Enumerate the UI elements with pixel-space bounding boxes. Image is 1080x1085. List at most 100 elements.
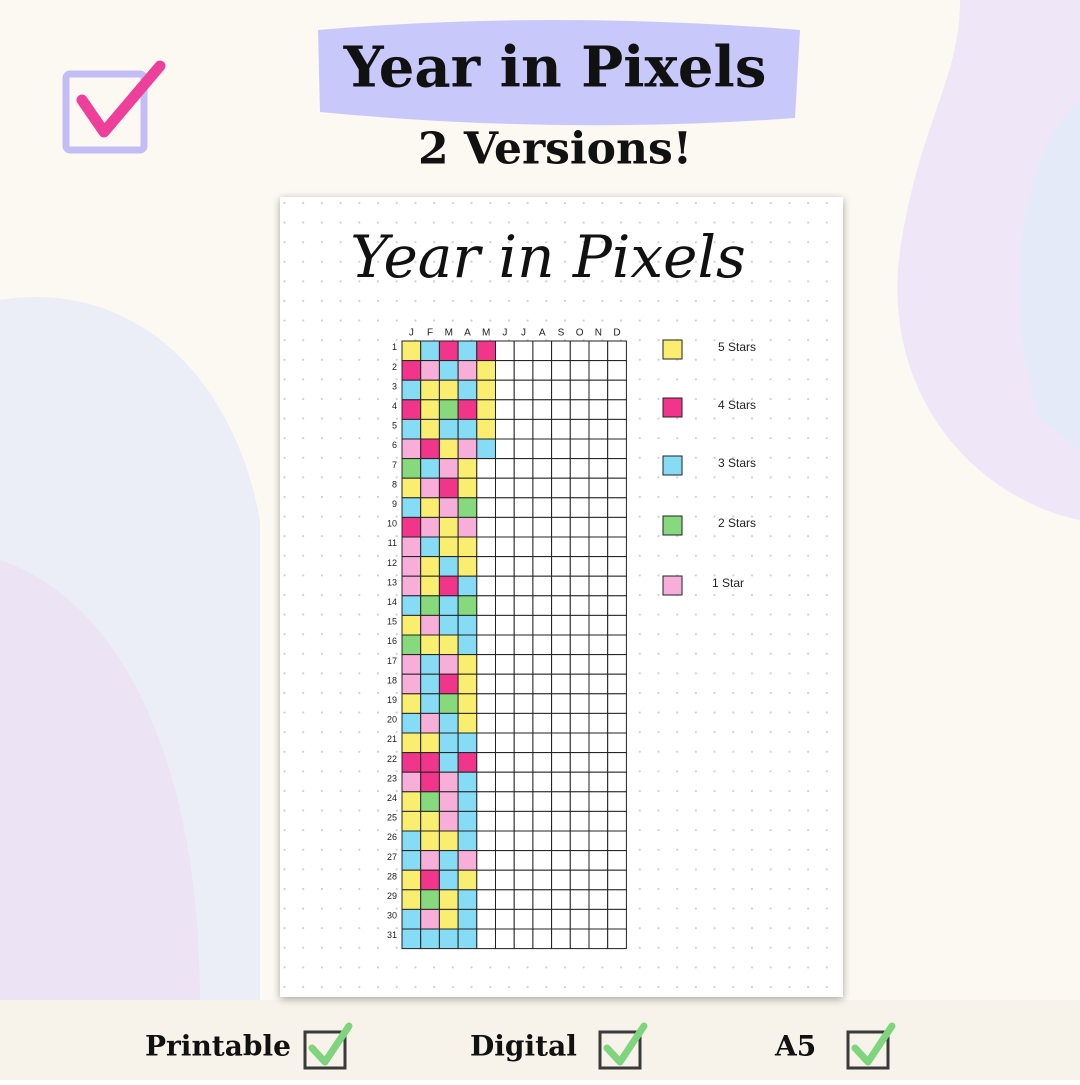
empty-cell	[551, 399, 571, 420]
pixel-cell	[401, 908, 422, 930]
empty-cell	[551, 438, 571, 460]
empty-cell	[476, 732, 496, 754]
empty-cell	[532, 673, 553, 695]
empty-cell	[607, 752, 627, 773]
day-label: 18	[387, 675, 397, 685]
empty-cell	[607, 634, 627, 656]
empty-cell	[569, 497, 590, 518]
empty-cell	[513, 850, 534, 871]
day-label: 15	[387, 617, 397, 627]
day-label: 30	[387, 911, 397, 921]
pixel-cell	[401, 771, 422, 793]
pixel-cell	[457, 458, 478, 479]
empty-cell	[588, 379, 609, 401]
empty-cell	[532, 575, 553, 597]
empty-cell	[588, 575, 609, 597]
empty-cell	[551, 771, 571, 793]
empty-cell	[532, 340, 553, 362]
pixel-cell	[457, 399, 478, 420]
pixel-cell	[438, 595, 459, 616]
pixel-cell	[457, 850, 478, 871]
empty-cell	[495, 634, 515, 656]
empty-cell	[495, 477, 515, 499]
empty-cell	[495, 360, 515, 381]
empty-cell	[551, 928, 571, 950]
empty-cell	[569, 438, 590, 460]
empty-cell	[532, 399, 553, 420]
pixel-cell	[401, 575, 422, 597]
pixel-cell	[420, 830, 440, 852]
pixel-cell	[438, 791, 459, 812]
empty-cell	[607, 360, 627, 381]
empty-cell	[569, 614, 590, 636]
feature-label: Digital	[470, 1030, 577, 1063]
month-label: A	[539, 328, 546, 339]
pixel-cell	[438, 399, 459, 420]
pixel-cell	[420, 497, 440, 518]
pixel-cell	[438, 889, 459, 910]
pixel-cell	[401, 458, 422, 479]
empty-cell	[532, 360, 553, 381]
pixel-cell	[420, 614, 440, 636]
empty-cell	[495, 810, 515, 832]
pixel-cell	[457, 673, 478, 695]
empty-cell	[476, 595, 496, 616]
empty-cell	[551, 340, 571, 362]
empty-cell	[495, 556, 515, 577]
day-label: 10	[387, 519, 397, 529]
pixel-cell	[438, 830, 459, 852]
empty-cell	[513, 654, 534, 675]
day-label: 8	[392, 479, 397, 489]
empty-cell	[532, 379, 553, 401]
pixel-cell	[401, 556, 422, 577]
empty-cell	[513, 575, 534, 597]
empty-cell	[588, 438, 609, 460]
pixel-cell	[401, 634, 422, 656]
month-label: S	[558, 328, 565, 339]
empty-cell	[532, 614, 553, 636]
pixel-cell	[457, 360, 478, 381]
month-label: F	[427, 328, 433, 339]
empty-cell	[588, 791, 609, 812]
pixel-cell	[457, 908, 478, 930]
empty-cell	[495, 536, 515, 558]
empty-cell	[495, 399, 515, 420]
empty-cell	[495, 693, 515, 714]
month-label: M	[482, 328, 490, 339]
empty-cell	[607, 477, 627, 499]
subtitle: 2 Versions!	[418, 124, 692, 175]
pixel-cell	[457, 536, 478, 558]
pixel-cell	[420, 418, 440, 440]
empty-cell	[588, 418, 609, 440]
pixel-cell	[438, 438, 459, 460]
empty-cell	[569, 477, 590, 499]
empty-cell	[551, 869, 571, 891]
empty-cell	[569, 830, 590, 852]
empty-cell	[569, 889, 590, 910]
pixel-cell	[401, 399, 422, 420]
pixel-cell	[420, 477, 440, 499]
pixel-cell	[420, 340, 440, 362]
day-label: 22	[387, 754, 397, 764]
pixel-cell	[438, 497, 459, 518]
pixel-cell	[401, 595, 422, 616]
day-label: 12	[387, 558, 397, 568]
pixel-cell	[457, 791, 478, 812]
empty-cell	[569, 673, 590, 695]
pixel-cell	[420, 771, 440, 793]
pixel-cell	[420, 379, 440, 401]
empty-cell	[476, 791, 496, 812]
empty-cell	[495, 418, 515, 440]
pixel-cell	[420, 712, 440, 734]
empty-cell	[513, 791, 534, 812]
day-label: 20	[387, 715, 397, 725]
empty-cell	[532, 634, 553, 656]
empty-cell	[588, 556, 609, 577]
empty-cell	[607, 830, 627, 852]
empty-cell	[569, 771, 590, 793]
empty-cell	[551, 810, 571, 832]
day-label: 3	[392, 381, 397, 391]
feature-check	[603, 1022, 648, 1066]
empty-cell	[569, 634, 590, 656]
empty-cell	[607, 458, 627, 479]
